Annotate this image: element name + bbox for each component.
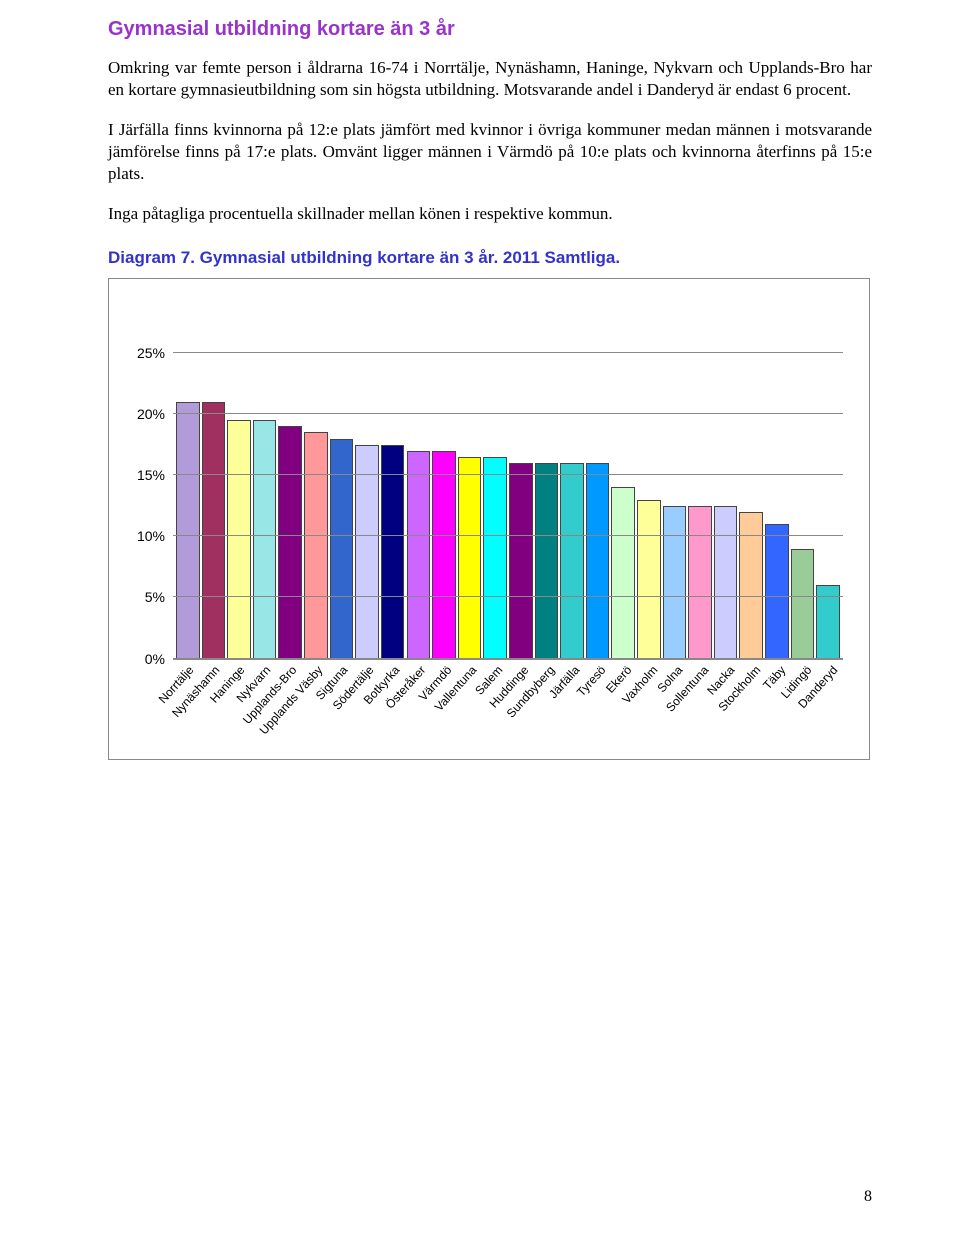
bar-slot	[790, 329, 816, 659]
x-label-slot: Upplands Väsby	[302, 663, 328, 743]
bar	[432, 451, 456, 659]
section-heading: Gymnasial utbildning kortare än 3 år	[108, 18, 872, 41]
bar-slot	[610, 329, 636, 659]
bar	[611, 487, 635, 658]
gridline	[173, 352, 843, 353]
bar-slot	[201, 329, 227, 659]
bar	[765, 524, 789, 658]
bar	[791, 549, 815, 659]
bar-slot	[713, 329, 739, 659]
bar	[688, 506, 712, 659]
bar-slot	[380, 329, 406, 659]
x-label-slot: Sollentuna	[688, 663, 714, 743]
x-label-slot: Vaxholm	[637, 663, 663, 743]
y-tick-label: 15%	[137, 467, 165, 483]
y-tick-label: 20%	[137, 406, 165, 422]
bars-container	[173, 329, 843, 659]
x-label-slot: Haninge	[225, 663, 251, 743]
bar	[739, 512, 763, 659]
gridline	[173, 596, 843, 597]
gridline	[173, 535, 843, 536]
bar	[714, 506, 738, 659]
bar-slot	[559, 329, 585, 659]
bar-slot	[534, 329, 560, 659]
bar-slot	[431, 329, 457, 659]
y-tick-label: 10%	[137, 528, 165, 544]
chart-title: Diagram 7. Gymnasial utbildning kortare …	[108, 248, 872, 268]
bar-slot	[764, 329, 790, 659]
gridline	[173, 413, 843, 414]
x-label-slot: Tyresö	[585, 663, 611, 743]
bar-slot	[277, 329, 303, 659]
bar	[381, 445, 405, 659]
page-number: 8	[864, 1188, 872, 1206]
bar	[227, 420, 251, 658]
bar-slot	[226, 329, 252, 659]
y-tick-label: 25%	[137, 345, 165, 361]
bar	[407, 451, 431, 659]
bar	[278, 426, 302, 658]
bar-slot	[175, 329, 201, 659]
bar-slot	[687, 329, 713, 659]
bar-slot	[405, 329, 431, 659]
bar-slot	[508, 329, 534, 659]
bar	[509, 463, 533, 659]
y-tick-label: 0%	[145, 651, 165, 667]
paragraph-1: Omkring var femte person i åldrarna 16-7…	[108, 57, 872, 101]
x-label-slot: Stockholm	[740, 663, 766, 743]
paragraph-3: Inga påtagliga procentuella skillnader m…	[108, 203, 872, 225]
bar	[202, 402, 226, 659]
x-label-slot: Nynäshamn	[199, 663, 225, 743]
bar-slot	[354, 329, 380, 659]
bar-slot	[303, 329, 329, 659]
bar-slot	[457, 329, 483, 659]
bar	[253, 420, 277, 658]
x-axis-labels: NorrtäljeNynäshamnHaningeNykvarnUpplands…	[173, 663, 843, 743]
bar-slot	[662, 329, 688, 659]
bar	[330, 439, 354, 659]
plot-area: 0%5%10%15%20%25%	[173, 329, 843, 660]
bar-slot	[738, 329, 764, 659]
gridline	[173, 658, 843, 659]
paragraph-2: I Järfälla finns kvinnorna på 12:e plats…	[108, 119, 872, 185]
bar	[458, 457, 482, 659]
bar	[483, 457, 507, 659]
x-label-slot: Vallentuna	[456, 663, 482, 743]
bar-slot	[585, 329, 611, 659]
bar-slot	[482, 329, 508, 659]
bar	[535, 463, 559, 659]
bar-slot	[636, 329, 662, 659]
document-page: Gymnasial utbildning kortare än 3 år Omk…	[0, 0, 960, 1234]
y-tick-label: 5%	[145, 589, 165, 605]
bar-slot	[252, 329, 278, 659]
bar	[176, 402, 200, 659]
bar	[355, 445, 379, 659]
x-label-slot: Danderyd	[817, 663, 843, 743]
gridline	[173, 474, 843, 475]
bar-chart: 0%5%10%15%20%25% NorrtäljeNynäshamnHanin…	[108, 278, 870, 760]
x-label-slot: Järfälla	[559, 663, 585, 743]
bar-slot	[815, 329, 841, 659]
x-label-slot: Täby	[766, 663, 792, 743]
bar	[586, 463, 610, 659]
bar	[663, 506, 687, 659]
bar	[637, 500, 661, 659]
bar	[560, 463, 584, 659]
x-label-slot: Sundbyberg	[534, 663, 560, 743]
bar-slot	[329, 329, 355, 659]
bar	[304, 432, 328, 658]
